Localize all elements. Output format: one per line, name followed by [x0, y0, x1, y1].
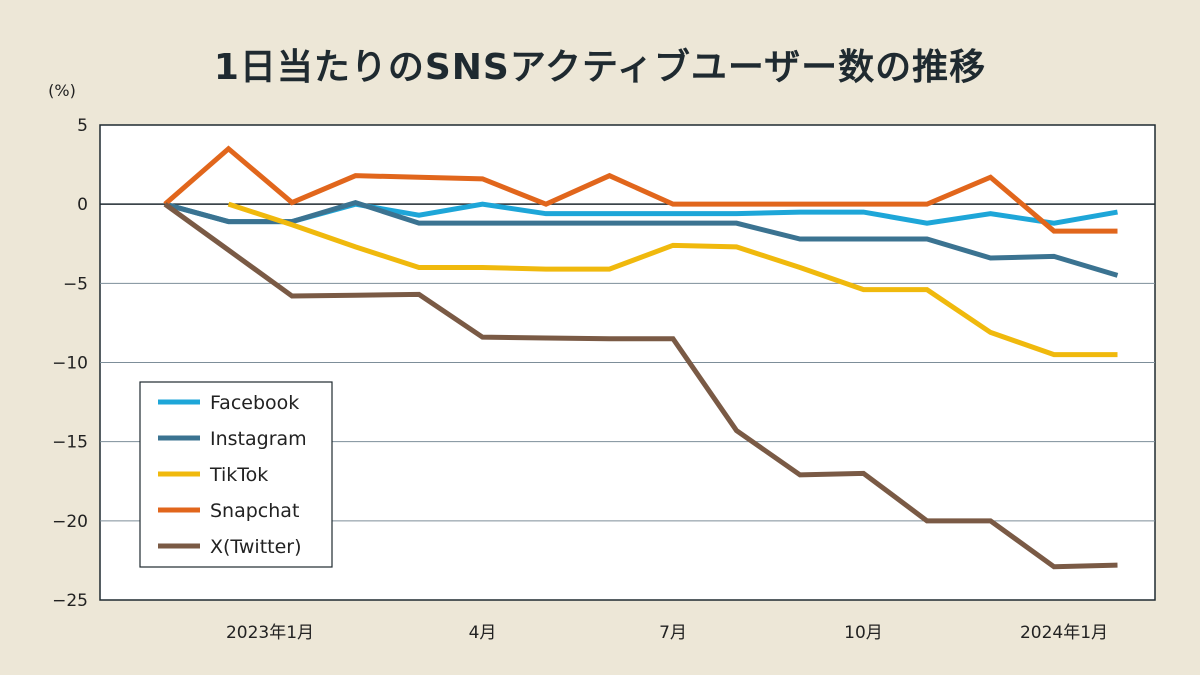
legend-label: Snapchat [210, 500, 299, 522]
y-axis-unit: (%) [48, 81, 76, 100]
y-tick-label: −15 [52, 433, 88, 453]
x-tick-label: 2023年1月 [226, 623, 314, 643]
x-tick-label: 10月 [844, 623, 883, 643]
legend-label: TikTok [209, 464, 268, 486]
series-line-tiktok [227, 201, 1118, 358]
series-line-instagram [164, 199, 1119, 278]
chart-title: 1日当たりのSNSアクティブユーザー数の推移 [213, 47, 987, 88]
x-tick-label: 2024年1月 [1020, 623, 1108, 643]
legend-label: Facebook [210, 392, 299, 414]
y-tick-label: −25 [52, 591, 88, 611]
series-line-snapchat [163, 145, 1118, 234]
y-tick-label: −20 [52, 512, 88, 532]
y-tick-label: 5 [77, 116, 88, 136]
y-tick-label: 0 [77, 195, 88, 215]
y-tick-label: −10 [52, 354, 88, 374]
legend-label: X(Twitter) [210, 536, 302, 558]
y-tick-label: −5 [63, 274, 88, 294]
x-tick-label: 4月 [469, 623, 497, 643]
x-tick-label: 7月 [659, 623, 687, 643]
series-line-xtwitter [163, 202, 1118, 570]
legend-label: Instagram [210, 428, 307, 450]
